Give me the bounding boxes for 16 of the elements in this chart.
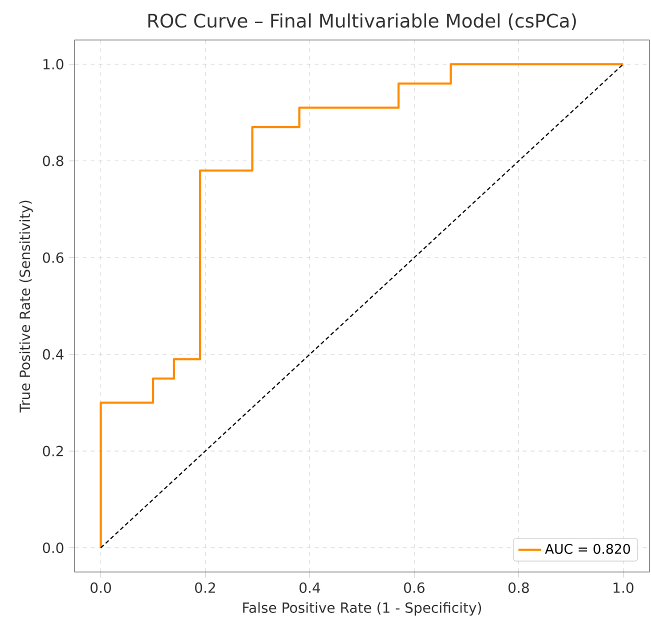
y-tick-label: 1.0 (44, 58, 64, 70)
x-tick-label: 0.4 (300, 582, 320, 593)
y-tick-label: 0.6 (42, 252, 64, 263)
y-tick-label: 0.2 (42, 446, 63, 456)
legend-label: AUC = 0.820 (544, 544, 630, 554)
chart-title: ROC Curve – Final Multivariable Model (csPCa) (148, 13, 576, 30)
y-axis-title: True Positive Rate (Sensitivity) (19, 200, 33, 413)
x-tick-label: 0.6 (404, 582, 424, 593)
x-tick-label: 0.0 (90, 582, 111, 593)
x-tick-label: 0.2 (195, 582, 216, 593)
x-tick-label: 1.0 (614, 582, 634, 593)
y-tick-label: 0.0 (42, 542, 64, 554)
x-tick-label: 0.8 (508, 582, 529, 593)
y-tick-label: 0.8 (42, 156, 64, 166)
x-axis-title: False Positive Rate (1 - Specificity) (243, 602, 482, 616)
y-tick-label: 0.4 (42, 349, 64, 360)
